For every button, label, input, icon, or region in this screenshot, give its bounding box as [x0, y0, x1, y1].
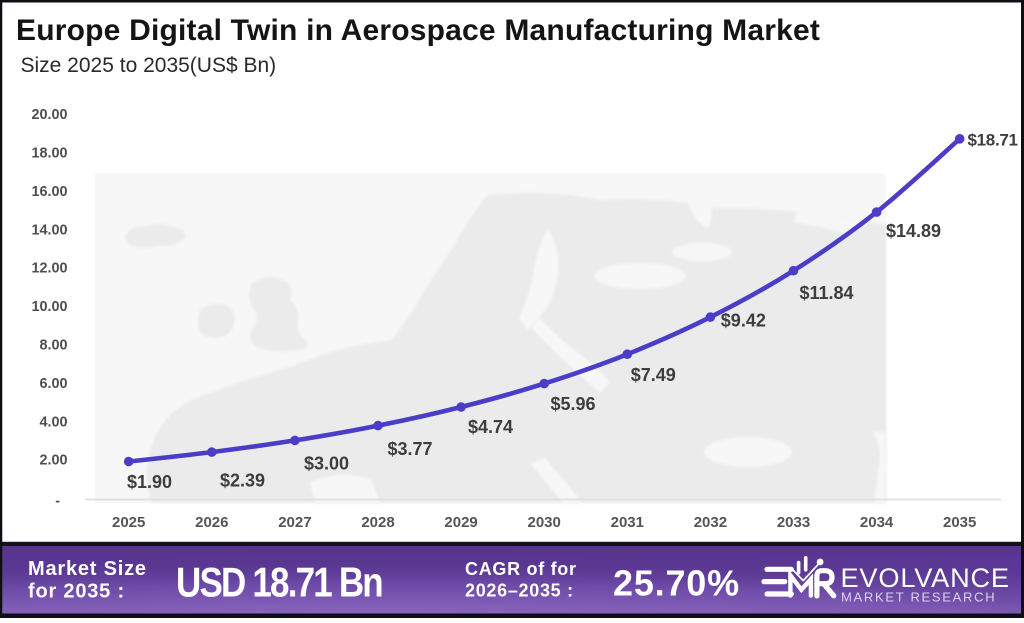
svg-text:$3.77: $3.77: [388, 439, 433, 459]
svg-text:$4.74: $4.74: [468, 417, 513, 437]
svg-text:$7.49: $7.49: [631, 365, 676, 385]
svg-text:20.00: 20.00: [31, 107, 67, 123]
svg-text:2026: 2026: [195, 514, 228, 531]
svg-text:$11.84: $11.84: [800, 283, 854, 303]
svg-text:2034: 2034: [860, 514, 894, 531]
svg-text:CAGR of for: CAGR of for: [465, 559, 577, 579]
svg-text:2026–2035 :: 2026–2035 :: [465, 581, 574, 601]
svg-text:Size 2025 to 2035(US$ Bn): Size 2025 to 2035(US$ Bn): [21, 54, 277, 77]
svg-text:$1.90: $1.90: [127, 472, 172, 492]
svg-text:10.00: 10.00: [31, 299, 67, 315]
svg-text:2032: 2032: [694, 514, 727, 531]
svg-text:-: -: [55, 494, 60, 510]
svg-text:$5.96: $5.96: [551, 394, 596, 414]
svg-text:$9.42: $9.42: [721, 310, 766, 330]
svg-text:2029: 2029: [444, 514, 477, 531]
svg-text:EVOLVANCE: EVOLVANCE: [841, 562, 1010, 593]
svg-text:MARKET RESEARCH: MARKET RESEARCH: [841, 590, 996, 605]
svg-text:2.00: 2.00: [39, 453, 67, 469]
svg-text:8.00: 8.00: [39, 338, 67, 354]
svg-text:$2.39: $2.39: [220, 471, 265, 491]
svg-text:2027: 2027: [278, 514, 311, 531]
svg-text:14.00: 14.00: [31, 222, 67, 238]
svg-text:USD 18.71 Bn: USD 18.71 Bn: [176, 560, 382, 607]
svg-text:2028: 2028: [361, 514, 394, 531]
svg-text:2033: 2033: [777, 514, 810, 531]
svg-text:for 2035 :: for 2035 :: [28, 580, 125, 602]
svg-text:6.00: 6.00: [39, 376, 67, 392]
svg-text:12.00: 12.00: [31, 261, 67, 277]
svg-text:2030: 2030: [528, 514, 561, 531]
svg-text:25.70%: 25.70%: [613, 562, 740, 603]
svg-text:$14.89: $14.89: [886, 221, 941, 241]
svg-text:2025: 2025: [112, 514, 145, 531]
svg-text:Market Size: Market Size: [28, 558, 147, 580]
svg-text:16.00: 16.00: [31, 184, 67, 200]
svg-text:Europe Digital Twin in Aerospa: Europe Digital Twin in Aerospace Manufac…: [16, 14, 820, 47]
svg-text:$3.00: $3.00: [304, 453, 349, 473]
svg-text:18.00: 18.00: [31, 146, 67, 162]
svg-text:2035: 2035: [943, 514, 976, 531]
svg-text:2031: 2031: [611, 514, 644, 531]
svg-text:4.00: 4.00: [39, 414, 67, 430]
svg-text:$18.71: $18.71: [968, 131, 1018, 150]
